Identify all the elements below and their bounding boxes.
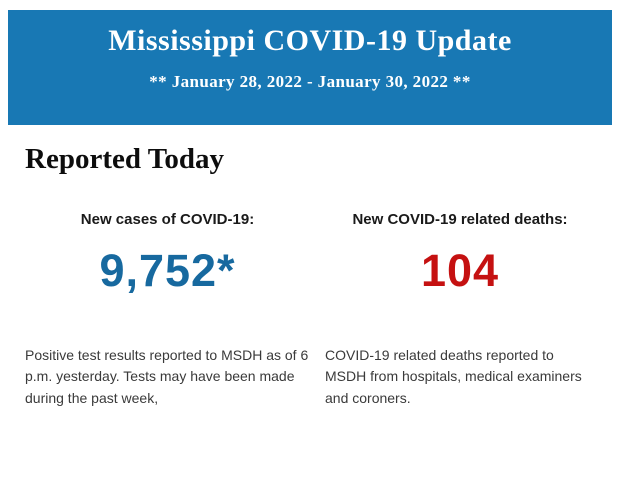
stats-row: New cases of COVID-19: 9,752* New COVID-…	[25, 212, 595, 293]
header-banner: Mississippi COVID-19 Update ** January 2…	[8, 10, 612, 125]
new-cases-value: 9,752*	[99, 244, 236, 296]
new-deaths-value: 104	[420, 244, 500, 296]
notes-row: Positive test results reported to MSDH a…	[25, 345, 595, 410]
date-range-subtitle: ** January 28, 2022 - January 30, 2022 *…	[149, 72, 471, 91]
new-cases-note: Positive test results reported to MSDH a…	[25, 346, 309, 406]
page-title: Mississippi COVID-19 Update	[108, 24, 512, 57]
stat-new-deaths: New COVID-19 related deaths: 104	[325, 212, 595, 293]
new-cases-label: New cases of COVID-19:	[80, 210, 255, 228]
section-heading: Reported Today	[25, 143, 225, 175]
new-deaths-label: New COVID-19 related deaths:	[352, 210, 568, 228]
page: { "header": { "title": "Mississippi COVI…	[0, 10, 620, 493]
new-deaths-note: COVID-19 related deaths reported to MSDH…	[325, 346, 582, 406]
content-area: Reported Today New cases of COVID-19: 9,…	[0, 143, 620, 410]
stat-new-cases: New cases of COVID-19: 9,752*	[25, 212, 310, 293]
